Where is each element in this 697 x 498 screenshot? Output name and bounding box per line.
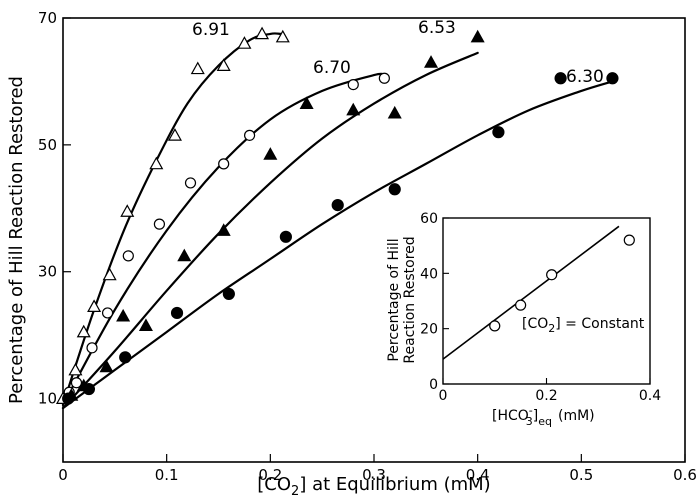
data-point-6.53 <box>177 248 192 262</box>
inset-plot-frame <box>442 217 651 385</box>
main-x-tick-label: 0.4 <box>466 466 490 484</box>
data-point-6.91 <box>216 58 231 71</box>
inset-data-point <box>546 269 558 281</box>
inset-ticks: 0 0.2 0.4 0 20 40 60 <box>420 211 661 404</box>
data-point-6.30 <box>279 230 292 243</box>
data-point-6.30 <box>62 392 75 405</box>
inset-ann-prefix: [CO <box>522 316 548 332</box>
inset-annotation: [CO2] = Constant <box>522 316 645 335</box>
data-point-6.91 <box>102 267 117 281</box>
data-point-6.53 <box>470 29 485 43</box>
data-point-6.91 <box>237 36 252 49</box>
inset-data-point <box>489 320 501 332</box>
data-point-6.91 <box>87 299 102 312</box>
data-point-6.30 <box>222 287 235 301</box>
inset-ann-sub: 2 <box>548 322 555 335</box>
inset-x-title-bracket: ] <box>533 408 538 424</box>
main-x-title-prefix: [CO <box>257 474 291 495</box>
inset-plot <box>442 225 635 360</box>
inset-y-tick-label: 0 <box>429 377 438 393</box>
series-label-6.30: 6.30 <box>566 67 604 87</box>
data-point-6.91 <box>149 156 164 170</box>
data-point-6.70 <box>184 177 197 189</box>
inset-x-title-eq: eq <box>538 415 552 428</box>
inset-x-axis-title: [HCO-3]eq (mM) <box>492 404 595 428</box>
main-y-tick-label: 10 <box>38 390 57 408</box>
inset-x-tick-label: 0.2 <box>535 388 557 404</box>
inset-x-title-sup: - <box>529 404 533 417</box>
inset-y-tick-label: 20 <box>420 322 438 338</box>
data-point-6.91 <box>68 362 83 376</box>
data-point-6.30 <box>331 199 344 212</box>
main-y-tick-label: 70 <box>38 9 57 27</box>
main-x-title-sub: 2 <box>291 484 299 498</box>
data-point-6.70 <box>378 72 390 84</box>
data-point-6.70 <box>101 307 114 319</box>
inset-y-axis-title-line2: Reaction Restored <box>402 236 418 363</box>
data-point-6.30 <box>492 126 505 139</box>
data-point-6.70 <box>347 78 359 91</box>
main-x-tick-label: 0.6 <box>673 466 697 484</box>
data-point-6.70 <box>153 218 166 230</box>
inset-ann-suffix: ] = Constant <box>555 316 645 332</box>
inset-x-title-unit: (mM) <box>558 408 595 424</box>
data-point-6.53 <box>99 359 114 373</box>
data-point-6.70 <box>122 250 134 262</box>
data-point-6.30 <box>554 72 567 85</box>
series-label-6.53: 6.53 <box>418 18 456 38</box>
data-point-6.53 <box>216 223 231 236</box>
data-point-6.53 <box>346 102 361 116</box>
data-point-6.91 <box>255 26 270 40</box>
series-label-6.70: 6.70 <box>313 58 351 78</box>
main-x-tick-label: 0.2 <box>258 466 282 484</box>
data-point-6.30 <box>82 382 96 396</box>
inset-x-tick-label: 0 <box>439 388 448 404</box>
inset-y-tick-label: 40 <box>420 266 438 282</box>
main-points <box>55 26 619 405</box>
inset-y-tick-label: 60 <box>420 211 438 227</box>
main-x-tick-label: 0.3 <box>362 466 386 484</box>
inset-y-axis-title-line1: Percentage of Hill <box>386 238 402 361</box>
data-point-6.91 <box>167 128 182 141</box>
main-x-tick-label: 0.5 <box>569 466 593 484</box>
inset-data-point <box>623 234 635 246</box>
data-point-6.53 <box>138 318 153 332</box>
data-point-6.53 <box>387 105 402 119</box>
inset-x-title-prefix: [HCO <box>492 408 529 424</box>
main-y-tick-label: 50 <box>38 136 57 154</box>
main-y-axis-title: Percentage of Hill Reaction Restored <box>6 76 27 404</box>
data-point-6.53 <box>299 96 314 110</box>
data-point-6.53 <box>116 308 131 322</box>
data-point-6.91 <box>120 204 135 217</box>
data-point-6.70 <box>86 342 98 354</box>
data-point-6.91 <box>76 324 91 338</box>
data-point-6.91 <box>190 61 205 75</box>
data-point-6.70 <box>218 158 230 170</box>
main-y-tick-label: 30 <box>38 263 57 281</box>
data-point-6.30 <box>388 183 401 196</box>
main-x-axis-title: [CO2] at Equilibrium (mM) <box>257 474 490 498</box>
inset-fit-line <box>442 225 620 360</box>
data-point-6.53 <box>423 55 439 68</box>
data-point-6.53 <box>263 147 278 160</box>
inset-x-title-sub: 3 <box>526 415 533 428</box>
main-x-tick-label: 0 <box>58 466 68 484</box>
data-point-6.30 <box>119 351 132 364</box>
series-curve-6.30 <box>61 80 614 410</box>
inset-data-point <box>515 299 527 311</box>
series-label-6.91: 6.91 <box>192 20 230 40</box>
data-point-6.91 <box>275 29 290 43</box>
main-x-title-suffix: ] at Equilibrium (mM) <box>299 474 490 495</box>
data-point-6.30 <box>170 306 184 320</box>
inset-x-tick-label: 0.4 <box>639 388 661 404</box>
main-x-tick-label: 0.1 <box>155 466 179 484</box>
data-point-6.30 <box>606 72 619 85</box>
data-point-6.70 <box>244 129 256 141</box>
series-curve-6.53 <box>61 51 479 410</box>
